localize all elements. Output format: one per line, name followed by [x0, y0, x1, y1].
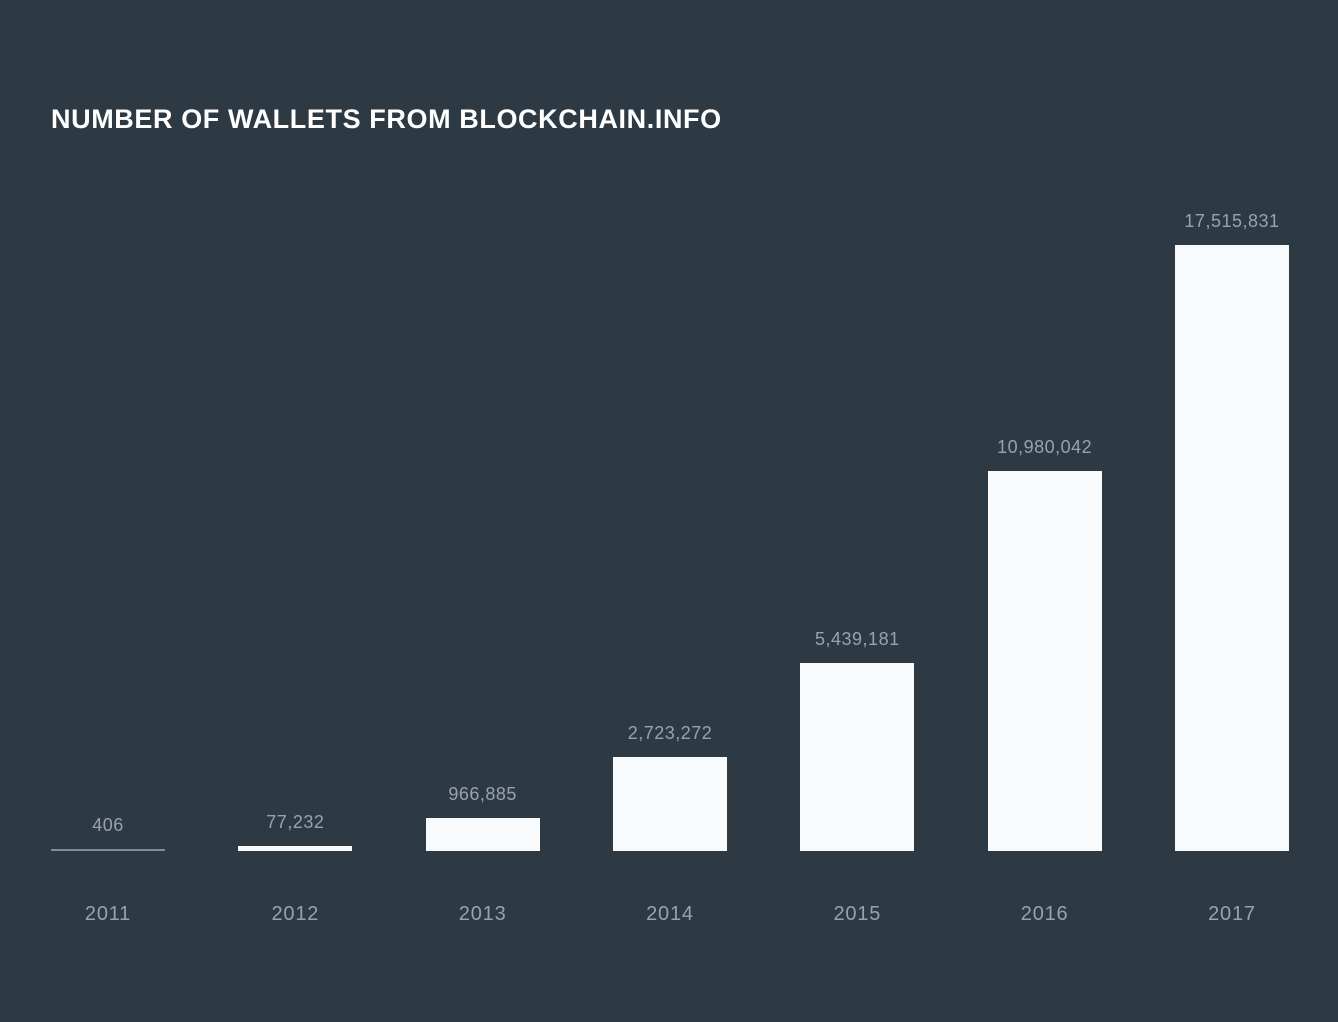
- value-label: 77,232: [266, 812, 325, 833]
- bar: [238, 846, 353, 851]
- bar-column-2014: 2,723,272: [612, 723, 727, 851]
- bar: [987, 471, 1102, 851]
- chart-title: NUMBER OF WALLETS FROM BLOCKCHAIN.INFO: [51, 104, 722, 134]
- bar: [800, 662, 915, 851]
- bar-column-2017: 17,515,831: [1174, 211, 1289, 851]
- bar-column-2012: 77,232: [238, 812, 353, 851]
- bar-column-2015: 5,439,181: [800, 629, 915, 851]
- bar-column-2016: 10,980,042: [987, 437, 1102, 851]
- x-tick-2014: 2014: [646, 903, 694, 925]
- x-tick-2013: 2013: [458, 903, 507, 925]
- x-axis: 2011 2012 2013 2014 2015 2016 2017: [51, 903, 1289, 926]
- bar: [612, 756, 727, 851]
- x-tick-2012: 2012: [271, 903, 320, 925]
- value-label: 17,515,831: [1184, 211, 1280, 232]
- bar: [1174, 245, 1289, 851]
- plot-area: 406 77,232 966,885 2,723,272 5,439,181 1…: [51, 0, 1289, 851]
- x-tick-2011: 2011: [84, 903, 132, 925]
- x-tick-2015: 2015: [833, 903, 882, 925]
- bar: [51, 849, 165, 851]
- value-label: 2,723,272: [627, 723, 713, 744]
- value-label: 406: [92, 815, 124, 836]
- value-label: 5,439,181: [815, 629, 900, 650]
- bar-column-2013: 966,885: [425, 783, 540, 851]
- value-label: 10,980,042: [997, 437, 1093, 458]
- x-tick-2017: 2017: [1208, 903, 1256, 925]
- bar: [425, 817, 540, 851]
- bar-column-2011: 406: [51, 815, 165, 851]
- value-label: 966,885: [448, 783, 517, 804]
- x-tick-2016: 2016: [1020, 903, 1069, 925]
